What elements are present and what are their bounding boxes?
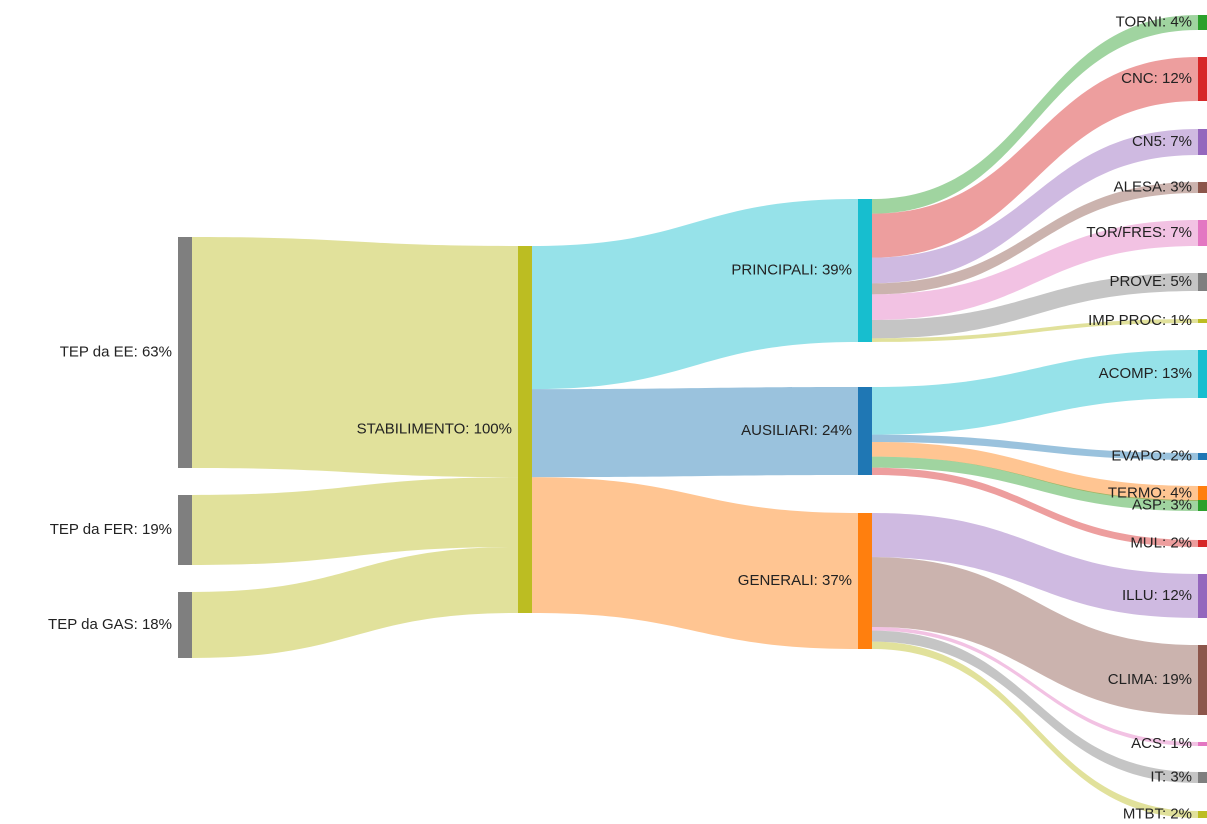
link-princ-to-cnc[interactable] xyxy=(872,57,1198,258)
link-gen-to-it[interactable] xyxy=(872,630,1198,783)
node-evapo[interactable] xyxy=(1198,453,1207,460)
node-label-asp: ASP: 3% xyxy=(1132,496,1192,513)
node-torfres[interactable] xyxy=(1198,220,1207,246)
node-label-stab: STABILIMENTO: 100% xyxy=(357,420,512,437)
node-cn5[interactable] xyxy=(1198,129,1207,155)
node-cnc[interactable] xyxy=(1198,57,1207,101)
node-label-termo: TERMO: 4% xyxy=(1108,484,1192,501)
node-termo[interactable] xyxy=(1198,486,1207,501)
node-label-aus: AUSILIARI: 24% xyxy=(741,422,852,439)
node-label-clima: CLIMA: 19% xyxy=(1108,671,1192,688)
node-alesa[interactable] xyxy=(1198,182,1207,193)
node-stab[interactable] xyxy=(518,246,532,613)
link-princ-to-alesa[interactable] xyxy=(872,182,1198,295)
node-label-impproc: IMP PROC: 1% xyxy=(1088,312,1192,329)
node-label-gen: GENERALI: 37% xyxy=(738,572,852,589)
link-gas-to-stab[interactable] xyxy=(192,546,518,658)
node-asp[interactable] xyxy=(1198,500,1207,511)
link-stab-to-aus[interactable] xyxy=(532,387,858,478)
link-princ-to-prove[interactable] xyxy=(872,273,1198,339)
link-princ-to-impproc[interactable] xyxy=(872,319,1198,342)
link-princ-to-torni[interactable] xyxy=(872,15,1198,214)
node-aus[interactable] xyxy=(858,387,872,475)
node-label-ee: TEP da EE: 63% xyxy=(60,343,172,360)
node-label-cn5: CN5: 7% xyxy=(1132,133,1192,150)
node-princ[interactable] xyxy=(858,199,872,342)
sankey-nodes xyxy=(178,15,1207,818)
sankey-links xyxy=(192,15,1198,818)
node-label-torfres: TOR/FRES: 7% xyxy=(1086,224,1192,241)
node-label-evapo: EVAPO: 2% xyxy=(1111,447,1192,464)
node-label-gas: TEP da GAS: 18% xyxy=(48,616,172,633)
node-label-illu: ILLU: 12% xyxy=(1122,587,1192,604)
node-label-it: IT: 3% xyxy=(1150,768,1192,785)
sankey-labels: TEP da EE: 63% TEP da FER: 19% TEP da GAS:… xyxy=(48,13,1192,822)
node-ee[interactable] xyxy=(178,237,192,468)
node-label-alesa: ALESA: 3% xyxy=(1114,178,1192,195)
node-label-prove: PROVE: 5% xyxy=(1109,273,1192,290)
node-label-torni: TORNI: 4% xyxy=(1116,13,1192,30)
link-gen-to-clima[interactable] xyxy=(872,557,1198,715)
node-label-acomp: ACOMP: 13% xyxy=(1099,365,1192,382)
link-aus-to-acomp[interactable] xyxy=(872,350,1198,435)
node-label-fer: TEP da FER: 19% xyxy=(50,521,172,538)
node-acs[interactable] xyxy=(1198,742,1207,746)
node-gas[interactable] xyxy=(178,592,192,658)
link-princ-to-cn5[interactable] xyxy=(872,129,1198,284)
node-fer[interactable] xyxy=(178,495,192,565)
node-prove[interactable] xyxy=(1198,273,1207,291)
link-aus-to-evapo[interactable] xyxy=(872,434,1198,460)
node-label-princ: PRINCIPALI: 39% xyxy=(731,261,852,278)
link-ee-to-stab[interactable] xyxy=(192,237,518,478)
link-gen-to-illu[interactable] xyxy=(872,513,1198,618)
link-aus-to-asp[interactable] xyxy=(872,456,1198,511)
node-gen[interactable] xyxy=(858,513,872,649)
node-label-mul: MUL: 2% xyxy=(1130,534,1192,551)
node-illu[interactable] xyxy=(1198,574,1207,618)
node-impproc[interactable] xyxy=(1198,319,1207,323)
link-aus-to-termo[interactable] xyxy=(872,442,1198,501)
node-mtbt[interactable] xyxy=(1198,811,1207,818)
link-aus-to-mul[interactable] xyxy=(872,467,1198,547)
link-gen-to-acs[interactable] xyxy=(872,626,1198,746)
node-label-cnc: CNC: 12% xyxy=(1121,70,1192,87)
link-stab-to-gen[interactable] xyxy=(532,477,858,649)
node-label-acs: ACS: 1% xyxy=(1131,735,1192,752)
link-stab-to-princ[interactable] xyxy=(532,199,858,390)
node-mul[interactable] xyxy=(1198,540,1207,547)
node-clima[interactable] xyxy=(1198,645,1207,715)
node-torni[interactable] xyxy=(1198,15,1207,30)
link-gen-to-mtbt[interactable] xyxy=(872,641,1198,818)
link-princ-to-torfres[interactable] xyxy=(872,220,1198,320)
link-fer-to-stab[interactable] xyxy=(192,477,518,565)
node-it[interactable] xyxy=(1198,772,1207,783)
node-label-mtbt: MTBT: 2% xyxy=(1123,805,1192,822)
node-acomp[interactable] xyxy=(1198,350,1207,398)
